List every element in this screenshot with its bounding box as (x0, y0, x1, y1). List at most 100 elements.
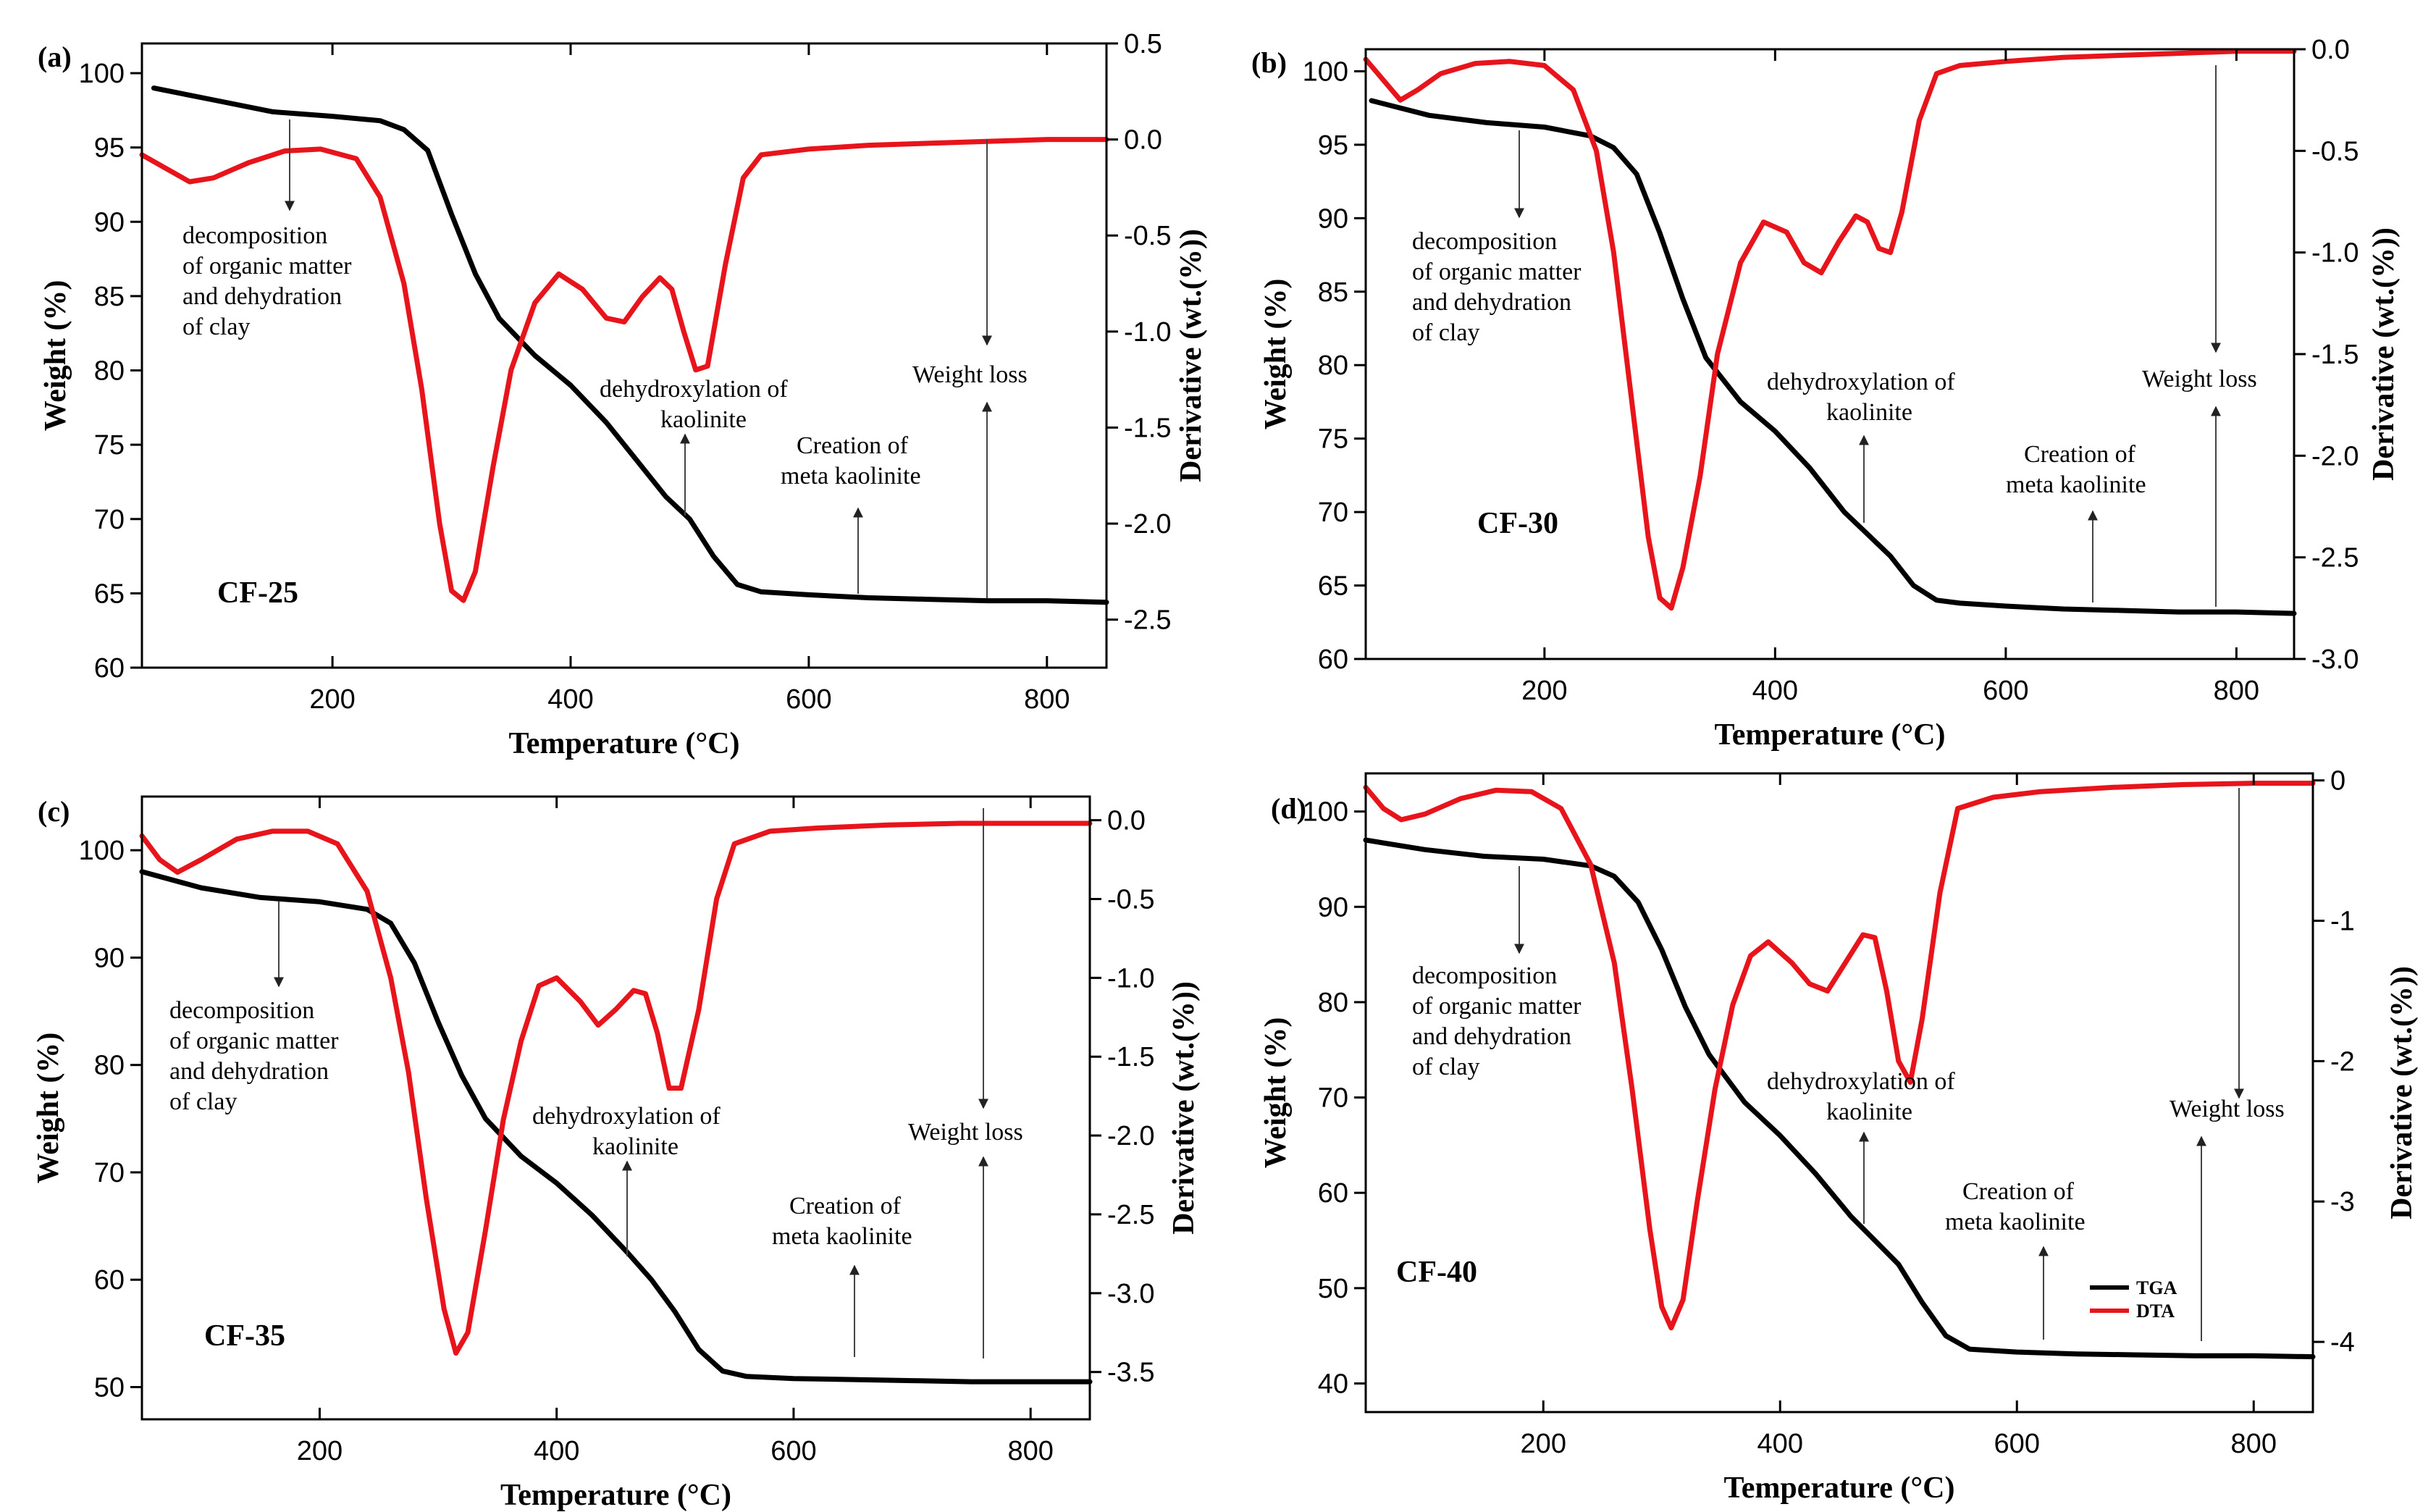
panel-label: (c) (38, 795, 70, 828)
y-tick-label: 85 (94, 282, 125, 312)
y2-tick-label: -2.5 (1107, 1200, 1154, 1230)
y-tick-labels: 60 65 70 75 80 85 90 95 100 (79, 59, 125, 684)
annotation-line: dehydroxylation of (1767, 369, 1955, 395)
y-tick-label: 90 (1318, 203, 1348, 234)
y2-tick-label: -1.5 (2311, 340, 2359, 370)
dta-curve (1363, 49, 2297, 611)
annotation-dehydroxylation: dehydroxylation of kaolinite (1767, 369, 1955, 523)
plot-frame (1364, 48, 2296, 660)
annotation-line: Creation of (789, 1193, 902, 1219)
panel-label: (d) (1271, 792, 1306, 825)
panel-a: (a) 200 400 600 800 60 65 70 75 80 85 90… (38, 29, 1208, 760)
dta-curve (139, 137, 1109, 603)
annotation-weight-loss: Weight loss (2170, 788, 2285, 1341)
y-tick-labels: 50 60 70 80 90 100 (79, 836, 125, 1403)
annotation-line: Creation of (2024, 441, 2136, 468)
x-tick-label: 800 (2231, 1429, 2277, 1459)
y-tick-label: 100 (1303, 56, 1348, 87)
y-tick-label: 60 (94, 653, 125, 684)
y-tick-label: 65 (1318, 571, 1348, 602)
x-tick-label: 400 (547, 684, 593, 715)
y-tick-label: 80 (1318, 988, 1348, 1018)
y-tick-label: 75 (94, 430, 125, 461)
y-tick-label: 95 (94, 133, 125, 164)
y2-tick-label: -1 (2330, 907, 2355, 937)
x-tick-label: 800 (2214, 676, 2259, 706)
y-tick-label: 85 (1318, 277, 1348, 308)
x-tick-label: 600 (770, 1436, 816, 1466)
annotation-line: meta kaolinite (772, 1223, 912, 1250)
y-tick-label: 50 (94, 1373, 125, 1403)
plot-area (1354, 772, 2324, 1414)
annotation-line: Creation of (797, 432, 909, 459)
y-tick-label: 80 (1318, 350, 1348, 381)
annotation-line: decomposition (182, 222, 327, 249)
y2-tick-label: 0.0 (2311, 35, 2350, 65)
y2-tick-label: -3.5 (1107, 1358, 1154, 1388)
sample-label: CF-25 (217, 576, 298, 610)
annotation-line: of clay (169, 1088, 237, 1115)
x-tick-label: 200 (1521, 676, 1567, 706)
y-tick-label: 80 (94, 1051, 125, 1081)
y-tick-label: 80 (94, 356, 125, 387)
x-tick-labels: 200 400 600 800 (1521, 1429, 2277, 1459)
plot-frame (140, 795, 1091, 1421)
y2-tick-label: -2.5 (2311, 543, 2359, 574)
x-axis-title: Temperature (°C) (1715, 718, 1946, 752)
annotation-line: kaolinite (1826, 399, 1912, 426)
annotation-line: of organic matter (1412, 993, 1582, 1020)
y2-tick-labels: -3.0 -2.5 -2.0 -1.5 -1.0 -0.5 0.0 (2311, 35, 2359, 675)
y2-tick-label: -0.5 (1107, 885, 1154, 915)
y2-axis-title: Derivative (wt.(%)) (1167, 981, 1201, 1235)
y2-tick-label: -1.5 (1124, 413, 1171, 443)
x-tick-label: 400 (534, 1436, 579, 1466)
y-axis-title: Weight (%) (1259, 279, 1293, 430)
y2-tick-label: -3.0 (1107, 1279, 1154, 1309)
y-tick-labels: 40 50 60 70 80 90 100 (1303, 797, 1348, 1400)
y2-tick-label: -3 (2330, 1187, 2355, 1217)
y2-tick-label: -2.5 (1124, 605, 1171, 636)
panel-d: (d) 200 400 600 800 40 50 60 70 80 90 10… (1259, 766, 2419, 1505)
annotation-line: of organic matter (182, 253, 352, 280)
y-tick-label: 100 (79, 836, 125, 866)
y-tick-label: 100 (79, 59, 125, 89)
y2-tick-label: -1.0 (1107, 963, 1154, 994)
y2-tick-label: -2.0 (1124, 509, 1171, 539)
y-axis-title: Weight (%) (1259, 1017, 1293, 1169)
annotation-creation: Creation of meta kaolinite (772, 1193, 912, 1357)
annotation-line: of clay (182, 314, 250, 340)
y2-tick-label: -3.0 (2311, 644, 2359, 675)
y2-tick-label: -2 (2330, 1046, 2355, 1077)
y-tick-label: 95 (1318, 130, 1348, 161)
legend: TGA DTA (2090, 1277, 2177, 1322)
annotation-decomposition: decomposition of organic matter and dehy… (1412, 130, 1582, 346)
panel-b: (b) 200 400 600 800 60 65 70 75 80 85 90… (1251, 35, 2401, 752)
x-axis-title: Temperature (°C) (509, 727, 740, 760)
dta-curve (139, 820, 1093, 1356)
annotation-line: Creation of (1962, 1178, 2075, 1205)
y-tick-label: 60 (1318, 644, 1348, 675)
x-tick-label: 200 (309, 684, 355, 715)
x-tick-label: 600 (1983, 676, 2028, 706)
annotation-line: meta kaolinite (781, 463, 921, 490)
annotation-line: decomposition (169, 997, 314, 1024)
y-axis-title: Weight (%) (32, 1033, 65, 1184)
annotation-line: and dehydration (169, 1058, 329, 1085)
y-tick-label: 70 (1318, 497, 1348, 528)
y-tick-label: 65 (94, 579, 125, 609)
annotation-dehydroxylation: dehydroxylation of kaolinite (1767, 1068, 1955, 1224)
annotation-line: of organic matter (169, 1028, 339, 1054)
annotation-creation: Creation of meta kaolinite (781, 432, 921, 594)
annotation-line: Weight loss (2142, 366, 2257, 392)
plot-area (1354, 48, 2306, 660)
annotation-line: Weight loss (912, 361, 1028, 388)
x-tick-label: 800 (1007, 1436, 1053, 1466)
y-tick-label: 90 (94, 943, 125, 973)
annotation-line: meta kaolinite (2006, 471, 2146, 498)
annotation-line: of organic matter (1412, 259, 1582, 285)
panel-label: (b) (1251, 46, 1287, 79)
x-tick-label: 200 (1521, 1429, 1566, 1459)
y2-tick-labels: -3.5 -3.0 -2.5 -2.0 -1.5 -1.0 -0.5 0.0 (1107, 806, 1154, 1388)
y2-tick-label: -1.0 (2311, 238, 2359, 269)
